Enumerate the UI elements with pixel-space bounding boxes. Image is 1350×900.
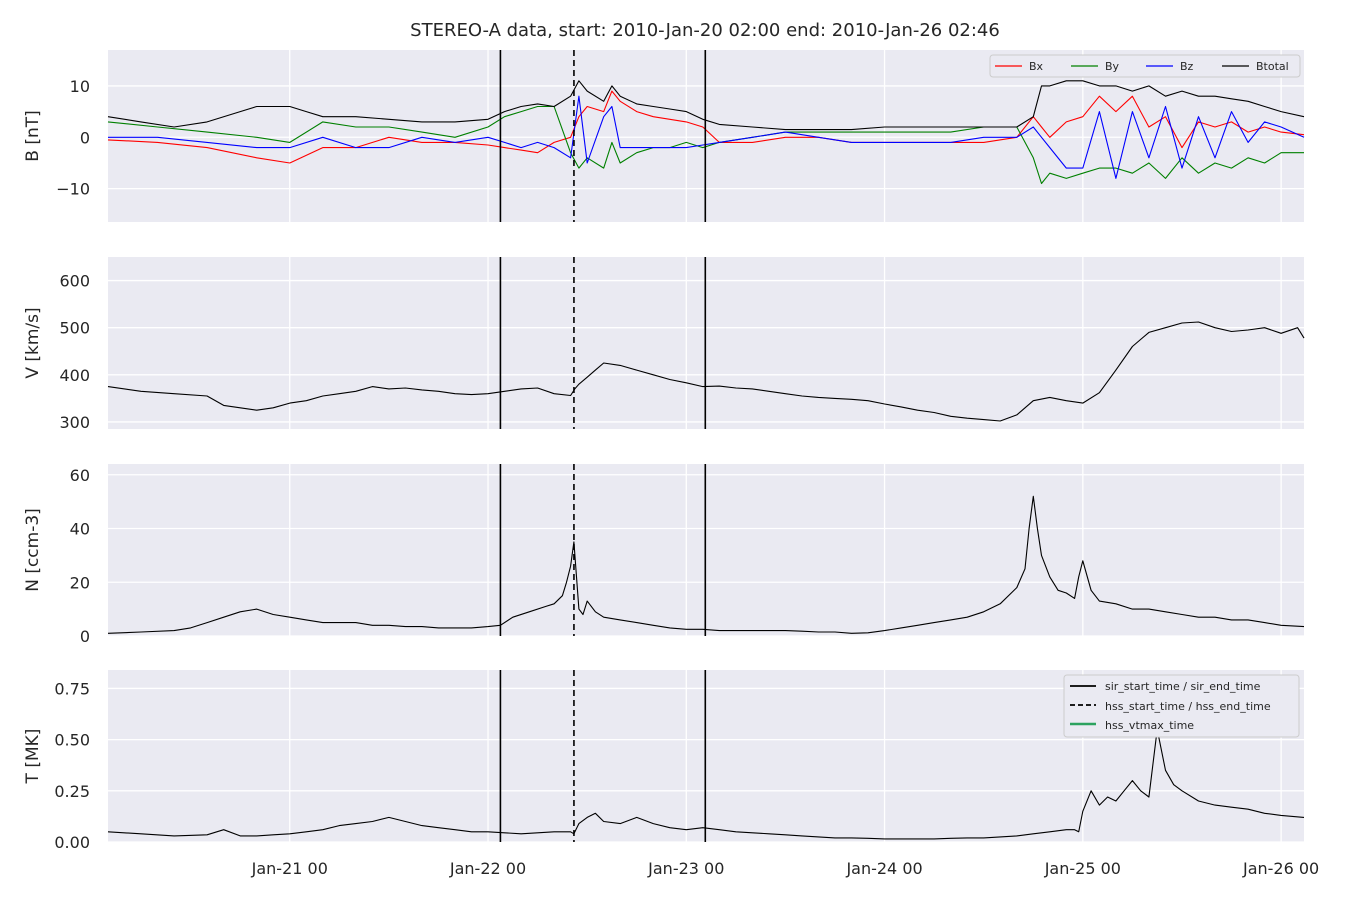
legend-btotal-label: Btotal xyxy=(1256,60,1289,73)
panel-t-series-trace xyxy=(107,728,1305,840)
legend-vtmax-label: hss_vtmax_time xyxy=(1105,719,1194,732)
panel-t-ylabel: T [MK] xyxy=(23,729,43,785)
legend-bx-label: Bx xyxy=(1029,60,1044,73)
xtick-label: Jan-23 00 xyxy=(647,859,724,878)
panel-b-ytick-label: −10 xyxy=(56,180,90,199)
panel-v-ytick-label: 300 xyxy=(59,413,90,432)
xtick-label: Jan-24 00 xyxy=(845,859,922,878)
legend-event-times: sir_start_time / sir_end_time hss_start_… xyxy=(1063,674,1300,738)
panel-v-series-trace xyxy=(107,321,1305,422)
panel-v-ylabel: V [km/s] xyxy=(23,307,43,378)
panel-n-series-trace xyxy=(107,495,1305,634)
panels-layer: 10 0 −10 B [nT] 600 500 400 300 V [km/s] 60 40 20 0 N… xyxy=(23,50,1319,878)
legend-magnetic-field: Bx By Bz Btotal xyxy=(989,54,1301,78)
panel-b-ylabel: B [nT] xyxy=(23,110,43,162)
panel-n: 60 40 20 0 N [ccm-3] xyxy=(23,464,1305,646)
panel-t-ytick-label: 0.25 xyxy=(54,782,90,801)
panel-v: 600 500 400 300 V [km/s] xyxy=(23,257,1305,432)
panel-b-ytick-label: 0 xyxy=(80,128,90,147)
legend-hss-label: hss_start_time / hss_end_time xyxy=(1105,700,1271,713)
panel-b-series-btotal xyxy=(107,80,1305,131)
panel-b-ytick-label: 10 xyxy=(70,77,90,96)
panel-v-ytick-label: 400 xyxy=(59,366,90,385)
xtick-label: Jan-22 00 xyxy=(449,859,526,878)
panel-n-ytick-label: 40 xyxy=(70,520,90,539)
panel-t-ytick-label: 0.50 xyxy=(54,731,90,750)
legend-by-label: By xyxy=(1105,60,1120,73)
panel-t-ytick-label: 0.75 xyxy=(54,679,90,698)
xtick-label: Jan-25 00 xyxy=(1044,859,1121,878)
legend-bz-label: Bz xyxy=(1180,60,1194,73)
panel-b-series-bx xyxy=(107,90,1305,164)
legend-t-frame xyxy=(1063,674,1300,738)
figure-title: STEREO-A data, start: 2010-Jan-20 02:00 … xyxy=(410,20,1000,41)
panel-n-ylabel: N [ccm-3] xyxy=(23,508,43,592)
panel-b: 10 0 −10 B [nT] xyxy=(23,50,1305,222)
legend-sir-label: sir_start_time / sir_end_time xyxy=(1105,680,1261,693)
panel-t-ytick-label: 0.00 xyxy=(54,833,90,852)
panel-n-ytick-label: 0 xyxy=(80,627,90,646)
panel-v-ytick-label: 500 xyxy=(59,319,90,338)
panel-n-ytick-label: 60 xyxy=(70,466,90,485)
panel-v-ytick-label: 600 xyxy=(59,272,90,291)
xtick-label: Jan-26 00 xyxy=(1242,859,1319,878)
xtick-label: Jan-21 00 xyxy=(251,859,328,878)
legend-b-frame xyxy=(989,54,1301,78)
panel-b-series-bz xyxy=(108,95,1305,179)
panel-n-ytick-label: 20 xyxy=(70,573,90,592)
